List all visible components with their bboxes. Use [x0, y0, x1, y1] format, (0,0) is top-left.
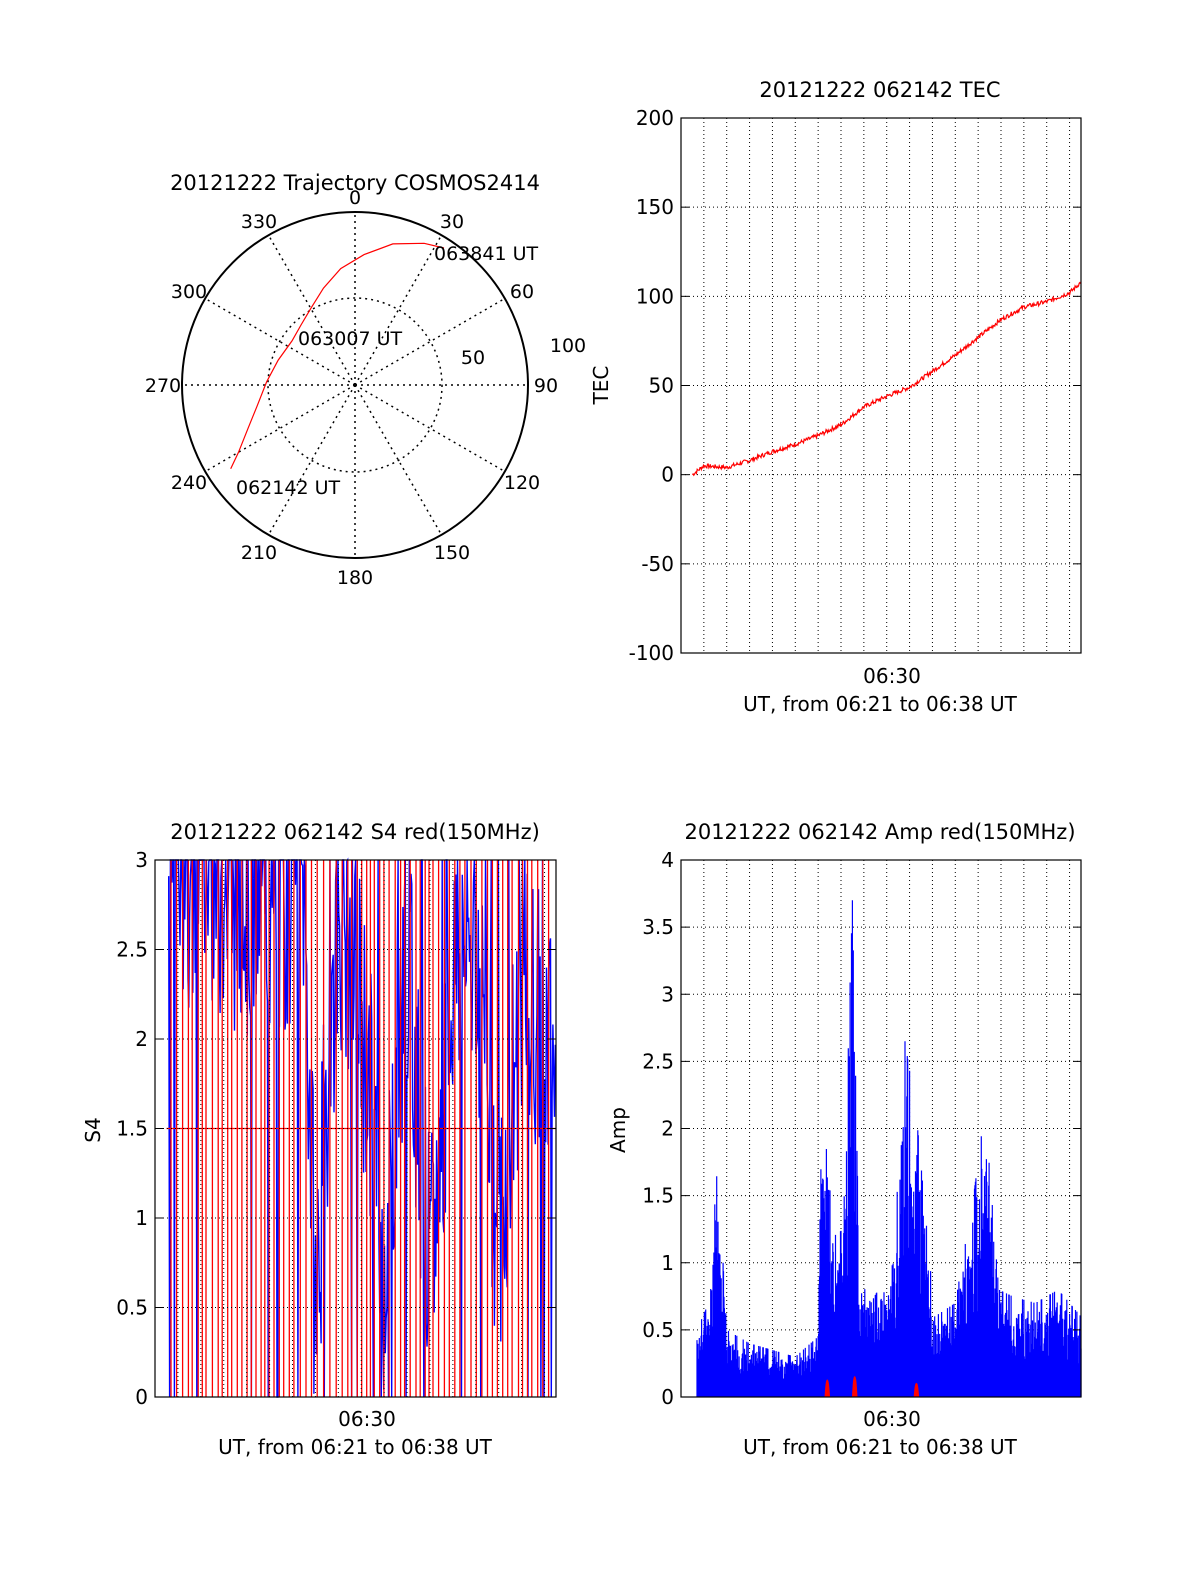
trajectory-end-label: 063841 UT: [434, 243, 538, 265]
s4-x-tick-label: 06:30: [338, 1407, 396, 1431]
amp-plot-frame: [680, 859, 1082, 1398]
amp-y-axis-label: Amp: [606, 1107, 630, 1153]
polar-spoke-330: [267, 234, 356, 386]
elevation-ring-label-50: 50: [461, 347, 485, 369]
s4-y-tick-label-3: 1.5: [116, 1117, 148, 1141]
amp-y-tick-label-5: 2.5: [642, 1049, 674, 1073]
amp-series-blue: [696, 900, 1082, 1397]
s4-x-axis-label: UT, from 06:21 to 06:38 UT: [218, 1435, 493, 1459]
amp-y-tick-label-8: 4: [661, 848, 674, 872]
amp-series-red-peak-1: [851, 1376, 858, 1398]
azimuth-label-270: 270: [145, 375, 181, 397]
trajectory-start-label: 062142 UT: [236, 477, 340, 499]
s4-y-ticks: 0 0.5 1 1.5 2 2.5 3: [116, 848, 556, 1409]
polar-spoke-120: [354, 384, 506, 473]
tec-y-tick-label-5: 150: [636, 195, 674, 219]
polar-trajectory: [230, 242, 445, 470]
amp-x-tick-label: 06:30: [863, 1407, 921, 1431]
s4-y-tick-label-4: 2: [135, 1027, 148, 1051]
tec-grid: [681, 118, 1081, 653]
azimuth-label-90: 90: [534, 375, 558, 397]
tec-title: 20121222 062142 TEC: [759, 78, 1000, 102]
azimuth-label-120: 120: [504, 472, 540, 494]
polar-panel: 20121222 Trajectory COSMOS2414 0 30 60 9…: [145, 171, 586, 589]
amp-y-tick-label-7: 3.5: [642, 915, 674, 939]
amp-y-tick-label-4: 2: [661, 1117, 674, 1141]
azimuth-label-330: 330: [241, 211, 277, 233]
tec-x-tick-label: 06:30: [863, 664, 921, 688]
s4-y-tick-label-5: 2.5: [116, 938, 148, 962]
amp-y-tick-label-3: 1.5: [642, 1184, 674, 1208]
polar-inner-circle: [267, 297, 443, 473]
tec-plot-frame: [680, 117, 1082, 654]
tec-panel: 20121222 062142 TEC -100-50050100150200 …: [589, 78, 1082, 716]
s4-y-axis-label: S4: [81, 1117, 105, 1142]
amp-grid: [681, 860, 1081, 1397]
polar-title: 20121222 Trajectory COSMOS2414: [170, 171, 540, 195]
azimuth-label-300: 300: [171, 281, 207, 303]
amp-series-red-peak-0: [824, 1379, 831, 1398]
tec-series-line: [691, 281, 1082, 477]
elevation-ring-label-100: 100: [550, 335, 586, 357]
tec-y-tick-label-6: 200: [636, 106, 674, 130]
tec-y-tick-label-2: 0: [661, 463, 674, 487]
polar-spoke-30: [354, 234, 443, 386]
amp-y-tick-label-2: 1: [661, 1251, 674, 1275]
tec-y-tick-label-0: -100: [629, 641, 674, 665]
s4-plot-frame: [154, 859, 557, 1398]
tec-y-tick-label-3: 50: [649, 374, 674, 398]
polar-spokes: [182, 212, 528, 558]
amp-series-red-peak-2: [913, 1382, 920, 1398]
tec-x-axis-label: UT, from 06:21 to 06:38 UT: [743, 692, 1018, 716]
tec-y-tick-label-4: 100: [636, 284, 674, 308]
amp-data-lines: [696, 900, 1082, 1398]
azimuth-label-180: 180: [337, 567, 373, 589]
azimuth-label-30: 30: [440, 211, 464, 233]
trajectory-mid-label: 063007 UT: [298, 328, 402, 350]
azimuth-label-150: 150: [434, 542, 470, 564]
amp-y-tick-label-6: 3: [661, 982, 674, 1006]
polar-spoke-240: [204, 384, 356, 473]
amp-y-ticks: 0 0.5 1 1.5 2 2.5 3 3.5 4: [642, 848, 1081, 1409]
s4-y-tick-label-2: 1: [135, 1206, 148, 1230]
polar-spoke-300: [204, 297, 356, 386]
s4-y-tick-label-1: 0.5: [116, 1296, 148, 1320]
s4-title: 20121222 062142 S4 red(150MHz): [170, 820, 540, 844]
tec-y-ticks: -100 -50 0 50 100 150 200: [629, 106, 1081, 665]
azimuth-label-210: 210: [241, 542, 277, 564]
s4-y-tick-label-0: 0: [135, 1385, 148, 1409]
polar-spoke-150: [354, 384, 443, 536]
amp-x-axis-label: UT, from 06:21 to 06:38 UT: [743, 1435, 1018, 1459]
azimuth-label-60: 60: [510, 281, 534, 303]
polar-spoke-60: [354, 297, 506, 386]
amp-y-tick-label-1: 0.5: [642, 1318, 674, 1342]
azimuth-label-0: 0: [349, 187, 361, 209]
tec-y-axis-label: TEC: [589, 366, 613, 406]
polar-outer-circle: [181, 211, 529, 559]
amp-panel: 20121222 062142 Amp red(150MHz) 0 0.5 1 1.5…: [606, 820, 1082, 1459]
tec-y-tick-label-1: -50: [641, 552, 674, 576]
azimuth-label-240: 240: [171, 472, 207, 494]
s4-grid: [155, 860, 556, 1397]
amp-y-tick-label-0: 0: [661, 1385, 674, 1409]
s4-panel: 20121222 062142 S4 red(150MHz) 0 0.5 1 1.5 2…: [81, 820, 557, 1459]
amp-title: 20121222 062142 Amp red(150MHz): [684, 820, 1075, 844]
polar-spoke-210: [267, 384, 356, 536]
s4-y-tick-label-6: 3: [135, 848, 148, 872]
